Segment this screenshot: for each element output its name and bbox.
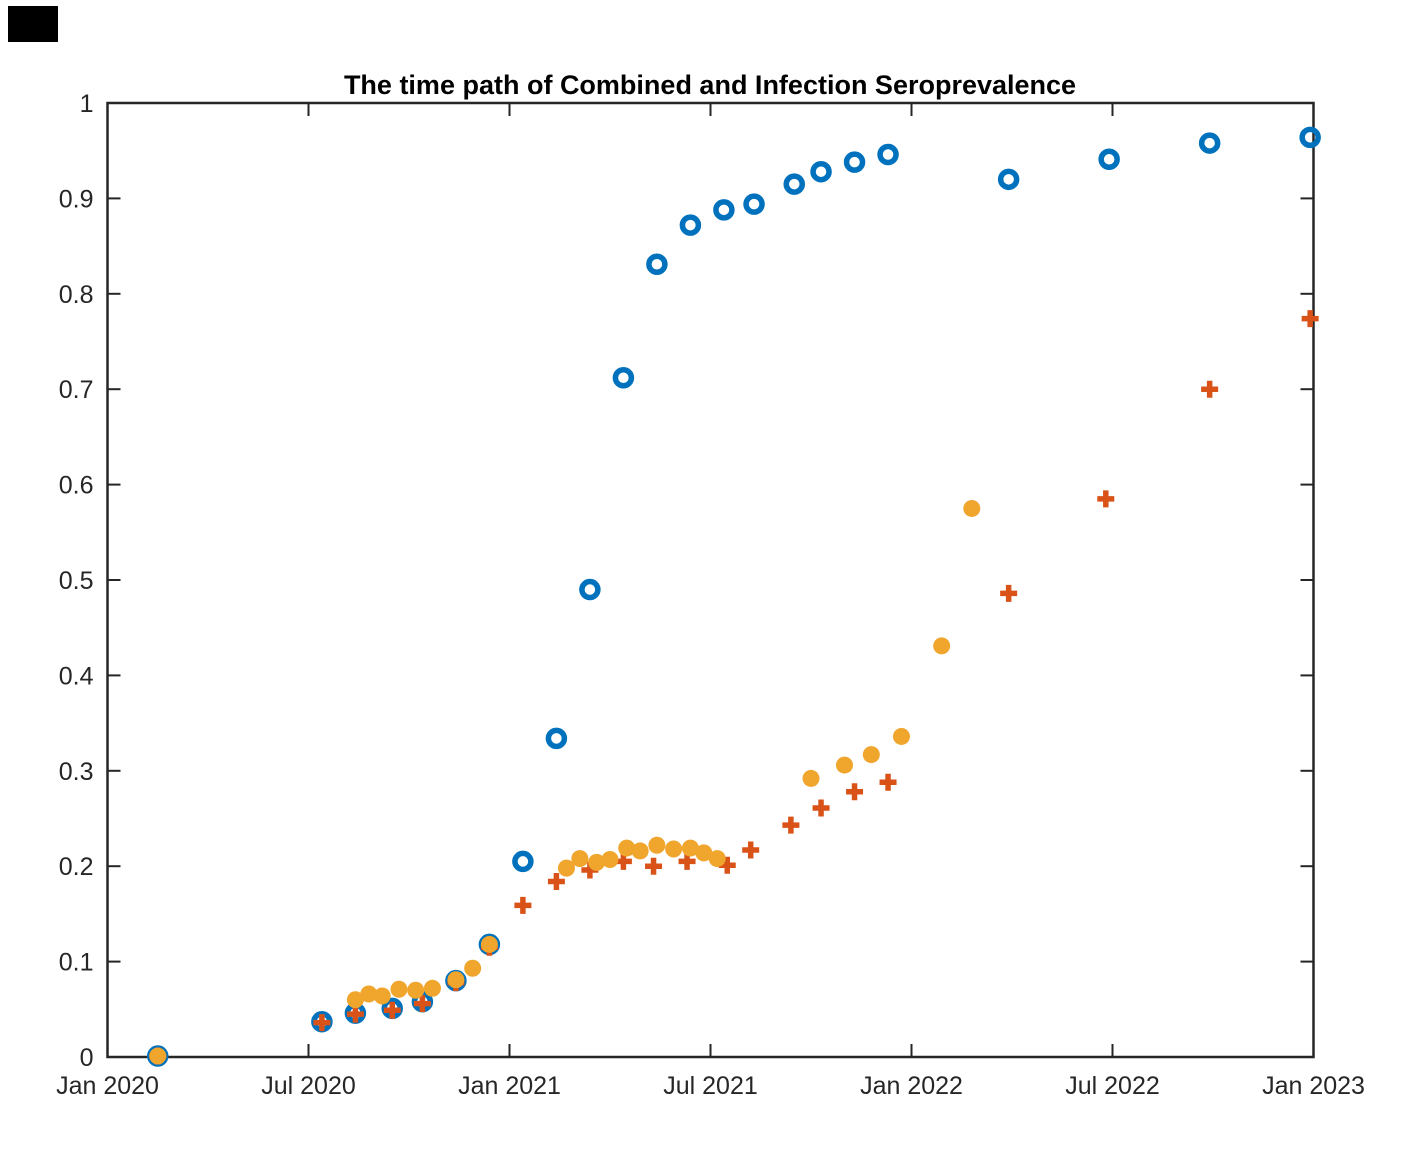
data-point-filled-circle [346, 991, 364, 1009]
data-point-filled-circle [557, 859, 575, 877]
data-point-filled-circle [695, 844, 713, 862]
data-point-filled-circle [933, 637, 951, 655]
chart-title: The time path of Combined and Infection … [344, 70, 1076, 100]
x-tick-label: Jan 2020 [56, 1072, 159, 1100]
top-left-black-box [8, 6, 58, 42]
data-point-plus [812, 799, 830, 817]
data-point-filled-circle [665, 840, 683, 858]
data-point-plus [846, 783, 864, 801]
data-point-open-circle [545, 727, 568, 750]
data-point-open-circle [1198, 132, 1221, 154]
data-point-plus [742, 841, 760, 859]
data-point-plus [1301, 310, 1319, 328]
data-point-filled-circle [480, 935, 498, 953]
x-tick-label: Jan 2022 [860, 1072, 963, 1100]
data-point-filled-circle [708, 850, 726, 868]
y-tick-label: 1 [80, 90, 94, 118]
data-point-filled-circle [963, 499, 981, 517]
data-point-plus [1097, 490, 1115, 508]
data-point-filled-circle [862, 746, 880, 764]
data-point-open-circle [997, 168, 1020, 191]
x-tick-label: Jul 2020 [261, 1072, 356, 1100]
x-tick-label: Jul 2022 [1065, 1072, 1160, 1100]
data-point-filled-circle [390, 980, 408, 998]
data-point-open-circle [612, 367, 635, 389]
data-point-filled-circle [802, 769, 820, 787]
x-tick-label: Jan 2023 [1262, 1072, 1365, 1100]
data-point-filled-circle [588, 853, 606, 871]
y-tick-label: 0.6 [59, 472, 94, 500]
data-point-plus [1000, 584, 1018, 602]
axes-layer: Jan 2020 Jul 2020 Jan 2021 Jul 2021 Jan 2022… [56, 90, 1365, 1100]
data-layer [147, 126, 1321, 1067]
data-point-filled-circle [571, 850, 589, 868]
y-tick-label: 0.7 [59, 376, 94, 404]
data-point-filled-circle [836, 756, 853, 774]
data-point-open-circle [743, 193, 765, 215]
data-point-filled-circle [149, 1047, 167, 1065]
data-point-plus [346, 1005, 364, 1023]
data-point-filled-circle [447, 971, 465, 989]
data-point-open-circle [713, 199, 735, 221]
y-tick-label: 0.1 [59, 949, 94, 977]
data-point-filled-circle [360, 985, 378, 1003]
data-point-open-circle [1098, 148, 1120, 171]
data-point-plus [879, 773, 897, 791]
y-tick-label: 0.8 [59, 281, 94, 309]
data-point-plus [413, 995, 431, 1013]
y-tick-label: 0.2 [59, 853, 94, 881]
data-point-open-circle [877, 143, 899, 166]
y-tick-label: 0.4 [59, 662, 94, 690]
x-tick-label: Jan 2021 [458, 1072, 561, 1100]
data-point-open-circle [512, 850, 534, 873]
series-yellow-filled-circles [149, 499, 981, 1065]
y-tick-label: 0.9 [59, 185, 94, 213]
y-tick-label: 0.5 [59, 567, 94, 595]
data-point-filled-circle [601, 851, 619, 869]
data-point-filled-circle [407, 981, 425, 999]
series-blue-open-circles [147, 126, 1321, 1067]
data-point-open-circle [843, 151, 866, 173]
data-point-filled-circle [681, 839, 699, 857]
data-point-open-circle [1299, 126, 1321, 149]
series-orange-plus-markers [149, 310, 1319, 1065]
data-point-plus [1201, 380, 1219, 398]
data-point-open-circle [579, 578, 601, 601]
data-point-open-circle [810, 160, 832, 183]
data-point-plus [645, 857, 663, 875]
data-point-open-circle [646, 253, 668, 275]
y-tick-label: 0 [80, 1044, 94, 1072]
data-point-plus [313, 1014, 331, 1032]
data-point-filled-circle [631, 842, 649, 860]
data-point-filled-circle [373, 987, 391, 1005]
data-point-filled-circle [464, 959, 482, 977]
data-point-filled-circle [618, 839, 636, 857]
y-tick-label: 0.3 [59, 758, 94, 786]
data-point-plus [547, 872, 565, 890]
data-point-plus [514, 896, 532, 914]
data-point-open-circle [783, 173, 805, 195]
data-point-plus [383, 1001, 401, 1019]
data-point-open-circle [679, 214, 702, 236]
data-point-filled-circle [423, 979, 441, 997]
axes-box [106, 101, 1315, 1059]
data-point-filled-circle [892, 727, 910, 745]
x-tick-label: Jul 2021 [663, 1072, 758, 1100]
data-point-plus [782, 816, 800, 834]
data-point-filled-circle [648, 836, 666, 854]
